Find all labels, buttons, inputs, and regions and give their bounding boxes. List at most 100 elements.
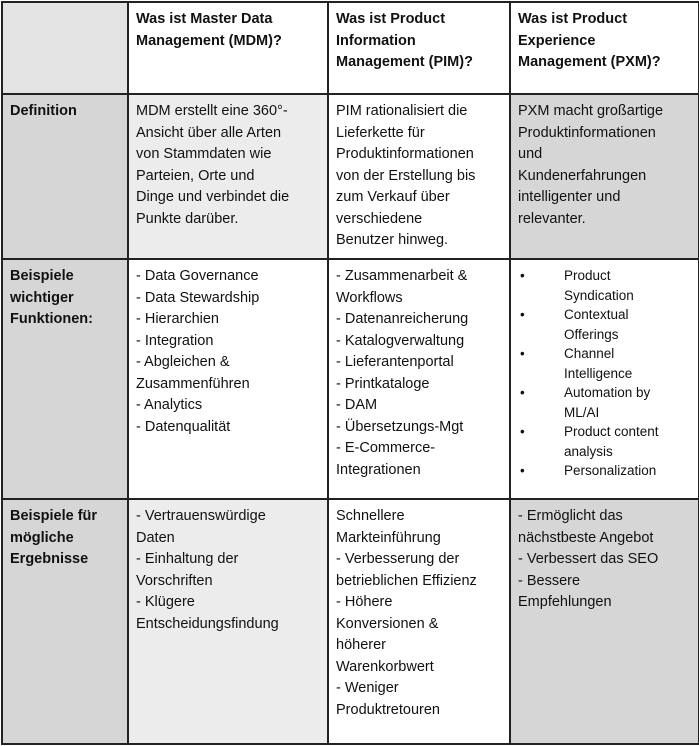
bullet: • [520,424,525,439]
header-cell: Was ist Product Experience Management (PXM… [509,1,699,95]
cell: - Ermöglicht das nächstbeste Angebot - Ver… [509,498,699,745]
header-cell: Was ist Master Data Management (MDM)? [127,1,329,95]
cell-text: von der Erstellung bis [336,167,476,184]
cell-text: - Weniger [336,680,399,696]
cell-text: Workflows [336,289,403,306]
bullet-line: Channel [564,346,615,361]
row-label-text: wichtiger [10,289,74,306]
row-label-text: mögliche [10,529,74,546]
table-row: Beispiele wichtiger Funktionen: - Data Gove… [1,258,699,500]
cell-text: - Höhere [336,594,393,610]
bullet-line: Product [564,268,611,283]
bullet-line: analysis [564,443,613,459]
bullet-item: • Channel Intelligence [518,344,691,383]
cell-text: relevanter. [518,210,586,227]
cell-text: Entscheidungsfindung [136,615,279,632]
bullet-text: Channel Intelligence [564,344,632,383]
cell-text: Parteien, Orte und [136,167,255,184]
cell-text: Produktinformationen [336,146,474,162]
bullet: • [520,268,525,283]
table-row: Definition MDM erstellt eine 360°- Ansicht… [1,93,699,260]
cell-text: - Vertrauenswürdige [136,508,266,524]
row-label: Definition [1,93,129,260]
cell-text: Dinge und verbindet die [136,189,290,205]
cell-text: Vorschriften [136,572,213,589]
row-label-text: Funktionen: [10,311,93,327]
cell-text: - Analytics [136,397,203,413]
header-text: Management (PXM)? [518,54,661,70]
cell-text: - Abgleichen & [136,354,230,370]
cell-text: - Einhaltung der [136,551,239,567]
cell: Schnellere Markteinführung - Verbesserung … [327,498,511,745]
cell-text: Punkte darüber. [136,210,239,227]
cell-text: Lieferkette für [336,124,425,141]
cell: MDM erstellt eine 360°- Ansicht über alle… [127,93,329,260]
bullet-item: • Automation by ML/AI [518,383,691,422]
cell-text: PXM macht großartige [518,103,664,119]
bullet-line: Intelligence [564,365,633,381]
bullet-line: Product content [564,424,659,439]
bullet-text: Product Syndication [564,266,634,305]
row-label-text: Beispiele [10,268,74,284]
header-text: Was ist Product [336,11,446,27]
header-text: Experience [518,32,596,49]
cell-text: Konversionen & [336,615,439,632]
cell-text: Kundenerfahrungen [518,167,647,184]
row-label: Beispiele wichtiger Funktionen: [1,258,129,500]
bullet-text: Product content analysis [564,422,659,461]
cell-text: - Bessere [518,572,581,589]
bullet: • [520,307,525,322]
bullet-line: Syndication [564,287,634,303]
cell-text: - Data Stewardship [136,289,260,306]
cell-text: nächstbeste Angebot [518,529,654,546]
bullet-line: Personalization [564,463,657,478]
bullet: • [520,346,525,361]
cell-text: - Zusammenarbeit & [336,268,468,284]
bullet: • [520,463,525,478]
bullet: • [520,385,525,400]
cell-text: - Verbesserung der [336,551,460,567]
cell: PIM rationalisiert die Lieferkette für Pro… [327,93,511,260]
cell-text: von Stammdaten wie [136,146,272,162]
cell-text: Markteinführung [336,529,441,546]
cell-text: betrieblichen Effizienz [336,572,477,589]
cell: - Data Governance - Data Stewardship - Hie… [127,258,329,500]
row-label: Beispiele für mögliche Ergebnisse [1,498,129,745]
cell-text: Produktretouren [336,701,440,718]
cell: • Product Syndication • Contextual Offerings •… [509,258,699,500]
cell-text: - Hierarchien [136,311,219,327]
row-label-text: Beispiele für [10,508,98,524]
row-label-text: Ergebnisse [10,551,89,567]
cell: - Zusammenarbeit & Workflows - Datenanreic… [327,258,511,500]
cell-text: verschiedene [336,210,423,227]
bullet-item: • Product Syndication [518,266,691,305]
bullet-line: Automation by [564,385,651,400]
cell-text: - Datenanreicherung [336,311,469,327]
header-row: Was ist Master Data Management (MDM)? Was … [1,1,699,95]
cell-text: Warenkorbwert [336,658,434,675]
header-text: Management (MDM)? [136,32,282,49]
cell-text: Integrationen [336,461,421,478]
cell: - Vertrauenswürdige Daten - Einhaltung der… [127,498,329,745]
cell-text: - Datenqualität [136,418,231,435]
cell-text: höherer [336,637,386,653]
header-cell: Was ist Product Information Management (PI… [327,1,511,95]
cell-text: Benutzer hinweg. [336,232,449,248]
cell-text: - Data Governance [136,268,259,284]
row-label-text: Definition [10,103,77,119]
table-row: Beispiele für mögliche Ergebnisse - Vertrau… [1,498,699,745]
cell-text: - Integration [136,332,214,349]
header-text: Was ist Master Data [136,11,273,27]
cell-text: Produktinformationen [518,124,656,141]
cell-text: PIM rationalisiert die [336,103,468,119]
cell-text: Empfehlungen [518,594,612,610]
bullet-text: Personalization [564,461,656,481]
cell-text: zum Verkauf über [336,189,450,205]
header-text: Management (PIM)? [336,54,473,70]
cell-text: - E-Commerce- [336,440,436,456]
bullet-item: • Personalization [518,461,691,481]
bullet-text: Contextual Offerings [564,305,629,344]
bullet-line: Offerings [564,326,619,342]
